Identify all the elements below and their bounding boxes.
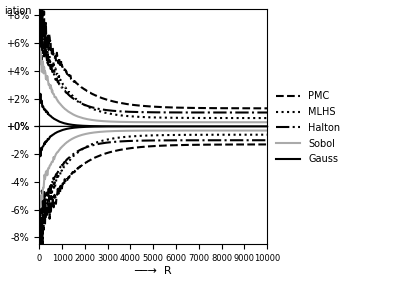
Line: Halton: Halton xyxy=(40,6,267,112)
MLHS xyxy=(147,116,152,119)
Gauss xyxy=(173,125,178,128)
Sobol xyxy=(265,120,270,124)
Halton xyxy=(259,111,264,114)
MLHS xyxy=(146,116,151,119)
PMC xyxy=(259,106,264,110)
PMC xyxy=(224,106,228,110)
Sobol xyxy=(38,47,42,50)
Halton xyxy=(147,110,151,114)
Sobol xyxy=(146,120,151,124)
Sobol xyxy=(173,120,178,124)
MLHS xyxy=(224,116,229,120)
Halton xyxy=(173,111,177,114)
PMC xyxy=(173,106,177,109)
Line: Gauss: Gauss xyxy=(40,94,267,126)
Gauss xyxy=(37,96,42,99)
PMC xyxy=(145,105,150,108)
Sobol xyxy=(147,120,152,124)
MLHS xyxy=(173,116,178,120)
Halton xyxy=(37,5,42,8)
Gauss xyxy=(161,125,165,128)
Halton xyxy=(160,111,165,114)
MLHS xyxy=(161,116,165,119)
Sobol xyxy=(37,49,42,52)
MLHS xyxy=(265,116,270,120)
Legend: PMC, MLHS, Halton, Sobol, Gauss: PMC, MLHS, Halton, Sobol, Gauss xyxy=(272,87,344,168)
Sobol xyxy=(161,120,165,124)
Sobol xyxy=(260,120,264,124)
PMC xyxy=(147,105,151,108)
PMC xyxy=(265,106,270,110)
Gauss xyxy=(224,125,229,128)
Line: PMC: PMC xyxy=(40,0,267,108)
Gauss xyxy=(265,125,270,128)
Halton xyxy=(224,111,228,114)
Sobol xyxy=(224,120,229,124)
MLHS xyxy=(37,28,42,32)
MLHS xyxy=(39,5,43,9)
Gauss xyxy=(260,125,264,128)
Halton xyxy=(145,110,150,114)
Text: iation: iation xyxy=(4,6,31,16)
Line: Sobol: Sobol xyxy=(40,49,267,122)
Gauss xyxy=(146,125,151,128)
PMC xyxy=(160,105,165,109)
MLHS xyxy=(260,116,264,120)
Line: MLHS: MLHS xyxy=(40,7,267,118)
X-axis label: ──→  R: ──→ R xyxy=(134,266,172,276)
Gauss xyxy=(38,92,43,95)
Gauss xyxy=(147,125,152,128)
Halton xyxy=(265,111,270,114)
